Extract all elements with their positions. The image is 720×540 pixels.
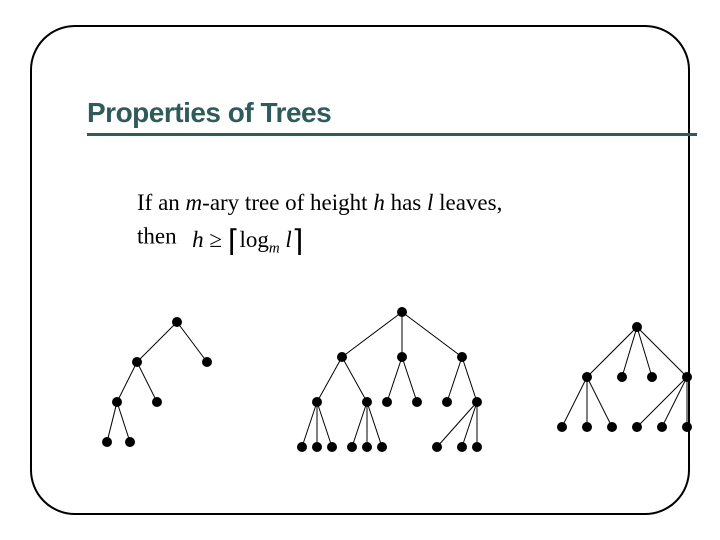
tree-edge [587,377,612,427]
tree-node [557,422,567,432]
tree-node [327,442,337,452]
tree-edge [137,322,177,362]
tree-node [582,422,592,432]
tree-node [382,397,392,407]
body-var-m: m [186,190,203,215]
body-text-1a: If an [137,190,186,215]
tree-node [457,442,467,452]
body-text-1c: has [385,190,427,215]
tree-node [112,397,122,407]
tree-node [657,422,667,432]
tree-node [377,442,387,452]
tree-node [362,442,372,452]
tree-edge [317,402,332,447]
tree-edge [662,377,687,427]
tree-node [582,372,592,382]
slide-title: Properties of Trees [87,97,697,129]
tree-edge [117,362,137,402]
tree-node [457,352,467,362]
formula-l: l [285,227,291,252]
tree-node [312,442,322,452]
body-text-2: then [137,224,177,249]
tree-edge [317,357,342,402]
tree-node [647,372,657,382]
tree-node [312,397,322,407]
tree-node [412,397,422,407]
formula: h ≥ ⌈logm l⌉ [186,218,303,259]
tree-edge [402,357,417,402]
formula-h: h [192,227,204,252]
tree-node [472,397,482,407]
tree-node [102,437,112,447]
tree-node [682,422,692,432]
tree-node [172,317,182,327]
tree-node [337,352,347,362]
tree-edge [387,357,402,402]
tree-edge [107,402,117,442]
tree-node [682,372,692,382]
tree-node [297,442,307,452]
tree-node [632,422,642,432]
tree-edge [342,312,402,357]
tree-node [397,352,407,362]
tree-node [442,397,452,407]
tree-node [632,322,642,332]
tree-edge [562,377,587,427]
tree-node [152,397,162,407]
tree-edge [352,402,367,447]
title-block: Properties of Trees [87,97,697,136]
body-text-1b: -ary tree of height [202,190,373,215]
tree-node [472,442,482,452]
ceil-left-icon: ⌈ [228,225,240,258]
tree-node [125,437,135,447]
tree-edge [447,357,462,402]
tree-edge [462,357,477,402]
tree-node [202,357,212,367]
tree-edge [437,402,477,447]
tree-node [617,372,627,382]
tree-edge [342,357,367,402]
formula-sub: m [269,241,280,257]
tree-node [347,442,357,452]
tree-node [132,357,142,367]
tree-edge [177,322,207,362]
body-text: If an m-ary tree of height h has l leave… [137,187,657,259]
tree-edge [637,377,687,427]
tree-edge [117,402,130,442]
tree-node [432,442,442,452]
tree-node [607,422,617,432]
slide-frame: Properties of Trees If an m-ary tree of … [30,25,690,515]
tree-node [397,307,407,317]
tree-node [362,397,372,407]
formula-ge: ≥ [209,227,222,252]
body-var-h: h [373,190,385,215]
ceil-right-icon: ⌉ [292,225,304,258]
tree-edge [302,402,317,447]
tree-edge [367,402,382,447]
tree-edge [137,362,157,402]
tree-edge [402,312,462,357]
body-text-1d: leaves, [433,190,502,215]
formula-log: log [239,227,268,252]
trees-diagram [82,307,712,507]
tree-edge [462,402,477,447]
title-rule [87,133,697,136]
